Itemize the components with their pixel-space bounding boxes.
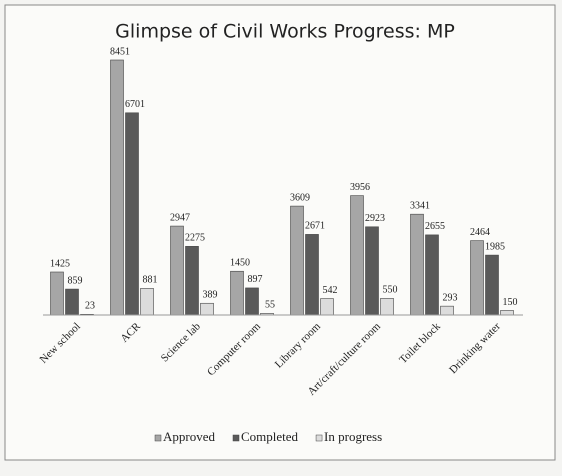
data-label: 8451	[110, 46, 130, 57]
bar	[485, 254, 499, 316]
bar	[470, 240, 484, 316]
bar	[50, 271, 64, 316]
data-label: 3956	[350, 182, 370, 193]
data-label: 2655	[425, 221, 445, 232]
bar	[110, 59, 124, 316]
data-label: 1985	[485, 241, 505, 252]
bar	[140, 288, 154, 316]
bar	[425, 234, 439, 316]
data-label: 55	[265, 300, 275, 311]
data-label: 2275	[185, 233, 205, 244]
legend-swatch	[232, 434, 240, 442]
bar	[125, 112, 139, 316]
legend-label: Completed	[241, 429, 299, 444]
bar	[500, 310, 514, 316]
bar	[320, 298, 334, 316]
data-label: 2923	[365, 213, 385, 224]
data-label: 1450	[230, 258, 250, 269]
data-label: 23	[85, 301, 95, 312]
bar	[440, 305, 454, 316]
data-label: 2464	[470, 227, 490, 238]
data-label: 881	[143, 275, 158, 286]
chart-title: Glimpse of Civil Works Progress: MP	[115, 21, 455, 43]
data-label: 150	[503, 297, 518, 308]
data-label: 550	[383, 285, 398, 296]
bar	[185, 246, 199, 316]
bar	[410, 213, 424, 316]
bar	[65, 288, 79, 316]
legend-swatch	[315, 434, 323, 442]
data-label: 293	[443, 292, 458, 303]
bar	[230, 270, 244, 316]
bar	[380, 298, 394, 316]
chart-frame	[4, 4, 556, 461]
data-label: 2671	[305, 221, 325, 232]
bar	[305, 234, 319, 316]
data-label: 3609	[290, 192, 310, 203]
data-label: 859	[68, 275, 83, 286]
legend-label: Approved	[163, 429, 215, 444]
bar	[200, 302, 214, 316]
data-label: 3341	[410, 200, 430, 211]
data-label: 542	[323, 285, 338, 296]
bar	[365, 226, 379, 316]
bar	[170, 225, 184, 316]
data-label: 2947	[170, 212, 190, 223]
bar	[350, 195, 364, 316]
legend-label: In progress	[324, 429, 382, 444]
data-label: 389	[203, 290, 218, 301]
data-label: 6701	[125, 99, 145, 110]
bar	[290, 205, 304, 316]
data-label: 897	[248, 274, 263, 285]
legend-swatch	[154, 434, 162, 442]
bar	[245, 287, 259, 316]
data-label: 1425	[50, 258, 70, 269]
